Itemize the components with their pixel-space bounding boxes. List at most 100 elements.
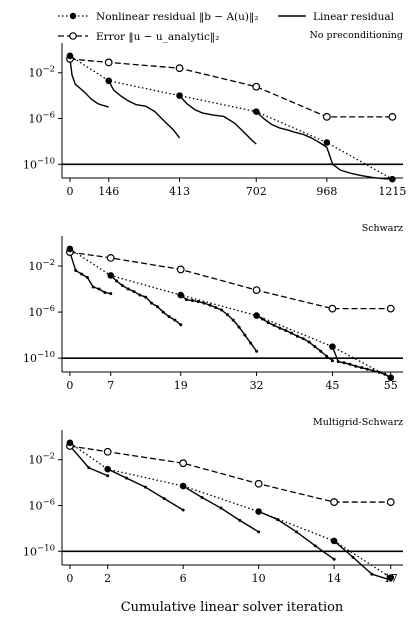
linear-residual-point: [132, 290, 136, 294]
x-tick-label: 2: [104, 572, 111, 585]
linear-residual-point: [126, 287, 130, 291]
nonlinear-residual-line: [69, 442, 392, 579]
nonlinear-residual-point: [252, 108, 260, 115]
linear-residual-line: [333, 540, 391, 581]
y-tick-label: 10−2: [28, 452, 55, 467]
error-point: [179, 459, 188, 468]
linear-residual-line: [69, 58, 109, 108]
error-point: [104, 58, 113, 67]
linear-residual-point: [284, 329, 288, 333]
linear-residual-point: [161, 310, 165, 314]
error-point: [176, 265, 185, 274]
legend-linear-residual: Linear residual: [278, 11, 395, 23]
nonlinear-residual-line: [69, 55, 393, 180]
linear-residual-point: [330, 359, 334, 363]
nonlinear-residual-point: [329, 343, 336, 350]
nonlinear-residual-point: [177, 291, 185, 299]
linear-residual-point: [272, 323, 276, 327]
linear-residual-point: [342, 361, 346, 365]
linear-residual-point: [219, 506, 223, 510]
linear-residual-point: [181, 508, 185, 512]
linear-residual-point: [290, 331, 294, 335]
linear-residual-point: [255, 349, 259, 353]
error-line: [69, 251, 391, 310]
nonlinear-residual-point: [176, 92, 183, 99]
error-point: [252, 286, 261, 295]
y-tick-label: 10−10: [23, 350, 55, 365]
linear-residual-point: [231, 318, 235, 322]
linear-residual-point: [351, 555, 355, 559]
linear-residual-point: [266, 321, 270, 325]
linear-residual-point: [106, 474, 110, 478]
linear-residual-line: [69, 251, 111, 295]
linear-residual-point: [103, 290, 107, 294]
linear-residual-point: [97, 287, 101, 291]
error-line: [69, 58, 393, 118]
linear-residual-point: [138, 293, 142, 297]
nonlinear-residual-point: [387, 374, 395, 382]
linear-residual-point: [278, 326, 282, 330]
linear-residual-point: [354, 364, 358, 368]
x-tick-label: 0: [66, 185, 73, 198]
linear-residual-point: [370, 572, 374, 576]
linear-residual-point: [225, 313, 229, 317]
linear-residual-point: [294, 530, 298, 534]
nonlinear-residual-point: [330, 537, 338, 545]
x-tick-label: 32: [250, 379, 264, 392]
error-point: [175, 64, 184, 73]
linear-residual-point: [348, 362, 352, 366]
linear-residual-point: [214, 305, 218, 309]
linear-residual-point: [332, 557, 336, 561]
linear-residual-point: [365, 367, 369, 371]
linear-residual-point: [115, 279, 119, 283]
linear-residual-point: [173, 318, 177, 322]
nonlinear-residual-point: [66, 439, 74, 447]
linear-residual-point: [200, 496, 204, 500]
legend-nonlinear-residual-label: Nonlinear residual ‖b − A(u)‖₂: [96, 11, 258, 24]
y-tick-label: 10−2: [28, 258, 55, 273]
x-tick-label: 0: [66, 379, 73, 392]
legend-linear-residual-label: Linear residual: [313, 11, 395, 23]
linear-residual-line: [179, 95, 257, 145]
linear-residual-point: [155, 305, 159, 309]
linear-residual-point: [377, 370, 381, 374]
y-tick-label: 10−2: [28, 65, 55, 80]
error-point: [252, 82, 261, 91]
linear-residual-point: [238, 518, 242, 522]
linear-residual-point: [80, 272, 84, 276]
linear-residual-line: [258, 510, 335, 560]
y-tick-label: 10−6: [28, 498, 55, 513]
linear-residual-point: [185, 298, 189, 302]
panel-no-preconditioning: No preconditioning 10−2 10−6 10−10 0 146 413 70…: [23, 30, 406, 198]
linear-residual-point: [208, 303, 212, 307]
x-tick-label: 14: [327, 572, 341, 585]
linear-residual-line: [255, 111, 393, 180]
linear-residual-point: [179, 323, 183, 327]
legend-error-label: Error ‖u − u_analytic‖₂: [96, 31, 219, 44]
panel-title: Multigrid-Schwarz: [313, 417, 403, 428]
nonlinear-residual-point: [253, 312, 260, 319]
linear-residual-point: [237, 325, 241, 329]
linear-residual-point: [87, 466, 91, 470]
x-tick-label: 10: [252, 572, 266, 585]
linear-residual-point: [360, 366, 364, 370]
error-point: [388, 112, 397, 121]
error-point: [386, 304, 395, 313]
x-axis-label: Cumulative linear solver iteration: [121, 600, 344, 615]
nonlinear-residual-point: [107, 272, 115, 279]
error-point: [322, 112, 331, 121]
linear-residual-point: [74, 269, 78, 273]
x-tick-label: 0: [66, 572, 73, 585]
x-tick-label: 55: [384, 379, 398, 392]
legend: Nonlinear residual ‖b − A(u)‖₂ Error ‖u …: [58, 11, 395, 44]
error-point: [254, 479, 263, 488]
nonlinear-residual-line: [69, 248, 392, 379]
linear-residual-line: [331, 346, 392, 379]
linear-residual-point: [125, 476, 129, 480]
linear-residual-point: [196, 300, 200, 304]
nonlinear-residual-point: [389, 175, 396, 183]
error-point: [106, 254, 115, 262]
linear-residual-point: [307, 340, 311, 344]
linear-residual-point: [144, 295, 148, 299]
